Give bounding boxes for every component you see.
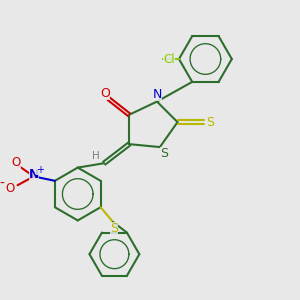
- Text: O: O: [11, 156, 21, 169]
- Text: -: -: [0, 177, 4, 191]
- Text: +: +: [36, 165, 44, 175]
- Text: S: S: [160, 147, 168, 160]
- Text: Cl: Cl: [164, 52, 175, 65]
- Text: N: N: [152, 88, 162, 101]
- Text: O: O: [100, 87, 110, 100]
- Text: H: H: [92, 151, 100, 161]
- Text: O: O: [6, 182, 15, 195]
- Text: N: N: [28, 168, 39, 182]
- Text: S: S: [110, 222, 118, 235]
- Text: S: S: [206, 116, 214, 129]
